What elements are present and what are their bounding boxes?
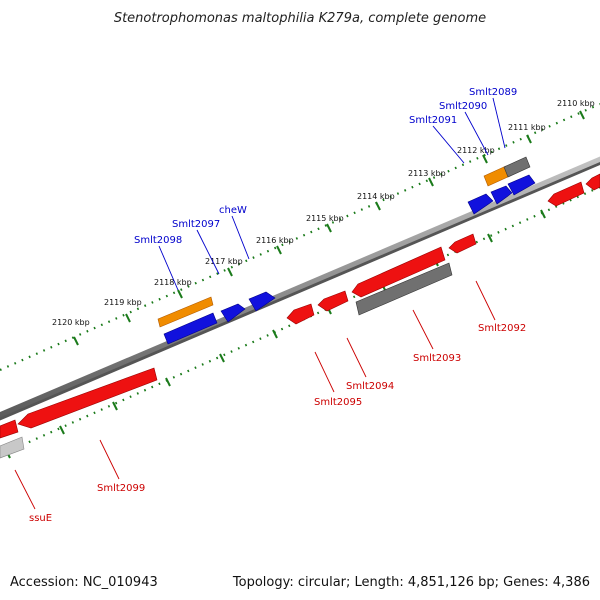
genome-summary-text: Topology: circular; Length: 4,851,126 bp… [232, 575, 590, 590]
leader-smlt2098 [158, 245, 179, 291]
gene-label-chew[interactable]: cheW [219, 205, 247, 216]
major-tick [165, 377, 171, 387]
tick-label: 2117 kbp [205, 257, 243, 266]
tick-label: 2113 kbp [408, 169, 446, 178]
tick-label: 2115 kbp [306, 214, 344, 223]
major-tick [272, 329, 278, 339]
gene-label-smlt2097[interactable]: Smlt2097 [172, 219, 220, 230]
gene-smlt2095 [286, 303, 315, 325]
forward-major-ticks [73, 110, 585, 346]
major-tick [375, 201, 381, 211]
tick-labels: 2110 kbp 2111 kbp 2112 kbp 2113 kbp 2114… [52, 99, 595, 327]
tick-label: 2114 kbp [357, 192, 395, 201]
gene-label-smlt2091[interactable]: Smlt2091 [409, 115, 457, 126]
gene-smlt2098 [157, 296, 214, 328]
gene-right-1 [547, 181, 585, 207]
gene-label-smlt2094[interactable]: Smlt2094 [346, 381, 394, 392]
major-tick [227, 267, 233, 277]
tick-label: 2119 kbp [104, 298, 142, 307]
tick-label: 2111 kbp [508, 123, 546, 132]
tick-label: 2120 kbp [52, 318, 90, 327]
gene-smlt2093-grey [355, 262, 453, 316]
gene-smlt2091 [467, 193, 494, 215]
gene-smlt2097 [220, 303, 246, 323]
gene-label-smlt2098[interactable]: Smlt2098 [134, 235, 182, 246]
gene-label-smlt2089[interactable]: Smlt2089 [469, 87, 517, 98]
leader-smlt2091 [432, 125, 465, 164]
major-tick [219, 353, 225, 363]
major-tick [112, 401, 118, 411]
gene-ssue [0, 419, 19, 439]
gene-smlt2093-red [351, 246, 446, 298]
forward-gene-labels: Smlt2089 Smlt2090 Smlt2091 cheW Smlt2097… [134, 87, 517, 246]
gene-smlt2099 [17, 367, 158, 429]
gene-label-smlt2099[interactable]: Smlt2099 [97, 483, 145, 494]
gene-ssue-adjacent [0, 436, 25, 459]
accession-text: Accession: NC_010943 [10, 575, 158, 590]
leader-chew [231, 215, 250, 260]
major-tick [579, 110, 585, 120]
tick-label: 2110 kbp [557, 99, 595, 108]
gene-smlt2089-grey [503, 156, 531, 178]
gene-label-smlt2093[interactable]: Smlt2093 [413, 353, 461, 364]
gene-right-2 [585, 173, 600, 191]
gene-smlt2090 [490, 185, 513, 205]
major-tick [59, 425, 65, 435]
leader-smlt2095 [314, 351, 335, 393]
gene-label-smlt2092[interactable]: Smlt2092 [478, 323, 526, 334]
major-tick [177, 289, 183, 299]
major-tick [73, 336, 79, 346]
major-tick [276, 245, 282, 255]
genome-backbone [0, 156, 600, 418]
major-tick [428, 177, 434, 187]
leader-smlt2094 [346, 337, 367, 378]
forward-genes [157, 156, 536, 345]
gene-smlt2094 [317, 290, 349, 312]
gene-chew-region [163, 312, 218, 345]
gene-label-ssue[interactable]: ssuE [29, 513, 52, 524]
leader-smlt2089 [492, 97, 506, 149]
gene-label-smlt2090[interactable]: Smlt2090 [439, 101, 487, 112]
gene-label-smlt2095[interactable]: Smlt2095 [314, 397, 362, 408]
gene-smlt2089-blue [507, 174, 536, 196]
leader-smlt2099 [99, 439, 120, 480]
leader-smlt2090 [464, 111, 489, 156]
forward-leaders [158, 97, 506, 291]
major-tick [125, 313, 131, 323]
major-tick [540, 209, 546, 219]
map-title: Stenotrophomonas maltophilia K279a, comp… [114, 11, 486, 26]
leader-smlt2097 [196, 229, 220, 275]
major-tick [482, 154, 488, 164]
leader-ssue [14, 469, 36, 510]
tick-label: 2112 kbp [457, 146, 495, 155]
major-tick [526, 134, 532, 144]
leader-smlt2092 [475, 280, 496, 321]
leader-smlt2093 [412, 309, 434, 350]
reverse-leaders [14, 280, 496, 510]
reverse-gene-labels: Smlt2092 Smlt2093 Smlt2094 Smlt2095 Smlt… [29, 323, 526, 524]
major-tick [326, 223, 332, 233]
tick-label: 2118 kbp [154, 278, 192, 287]
gene-chew [248, 291, 276, 312]
tick-label: 2116 kbp [256, 236, 294, 245]
major-tick [487, 233, 493, 243]
reverse-genes [0, 173, 600, 459]
gene-smlt2092 [448, 233, 477, 254]
